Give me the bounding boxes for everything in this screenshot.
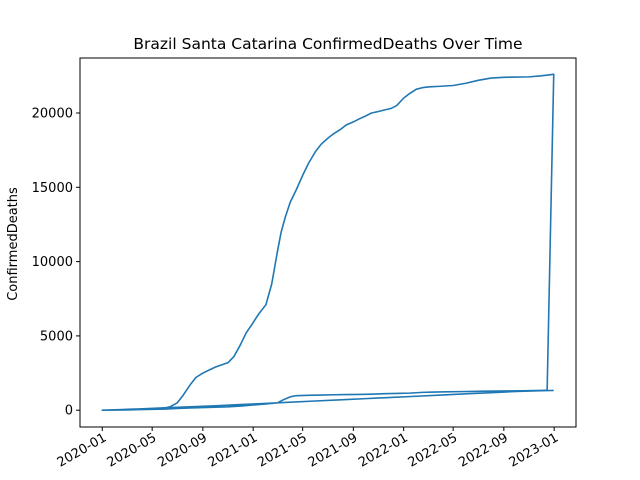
x-tick-label: 2021-01 (206, 430, 261, 470)
x-tick-label: 2020-05 (105, 430, 160, 470)
y-tick-label: 15000 (32, 181, 73, 196)
x-tick-label: 2020-09 (155, 430, 210, 470)
y-tick-label: 0 (65, 404, 73, 419)
x-tick-label: 2023-01 (507, 430, 562, 470)
y-tick-label: 5000 (40, 329, 73, 344)
x-tick-label: 2020-01 (55, 430, 110, 470)
x-tick-label: 2021-09 (306, 430, 361, 470)
x-axis: 2020-012020-052020-092021-012021-052021-… (55, 427, 561, 471)
plot-area (101, 73, 555, 412)
x-tick-label: 2021-05 (255, 430, 310, 470)
x-tick-label: 2022-05 (406, 430, 461, 470)
y-tick-label: 20000 (32, 106, 73, 121)
chart-title: Brazil Santa Catarina ConfirmedDeaths Ov… (133, 35, 522, 53)
y-tick-label: 10000 (32, 255, 73, 270)
y-axis-label: ConfirmedDeaths (6, 187, 21, 301)
x-tick-label: 2022-09 (456, 430, 511, 470)
plot-frame (79, 57, 577, 428)
y-axis: 0 5000 10000 15000 20000 (32, 106, 80, 419)
series-line-0 (101, 73, 555, 412)
x-tick-label: 2022-01 (356, 430, 411, 470)
